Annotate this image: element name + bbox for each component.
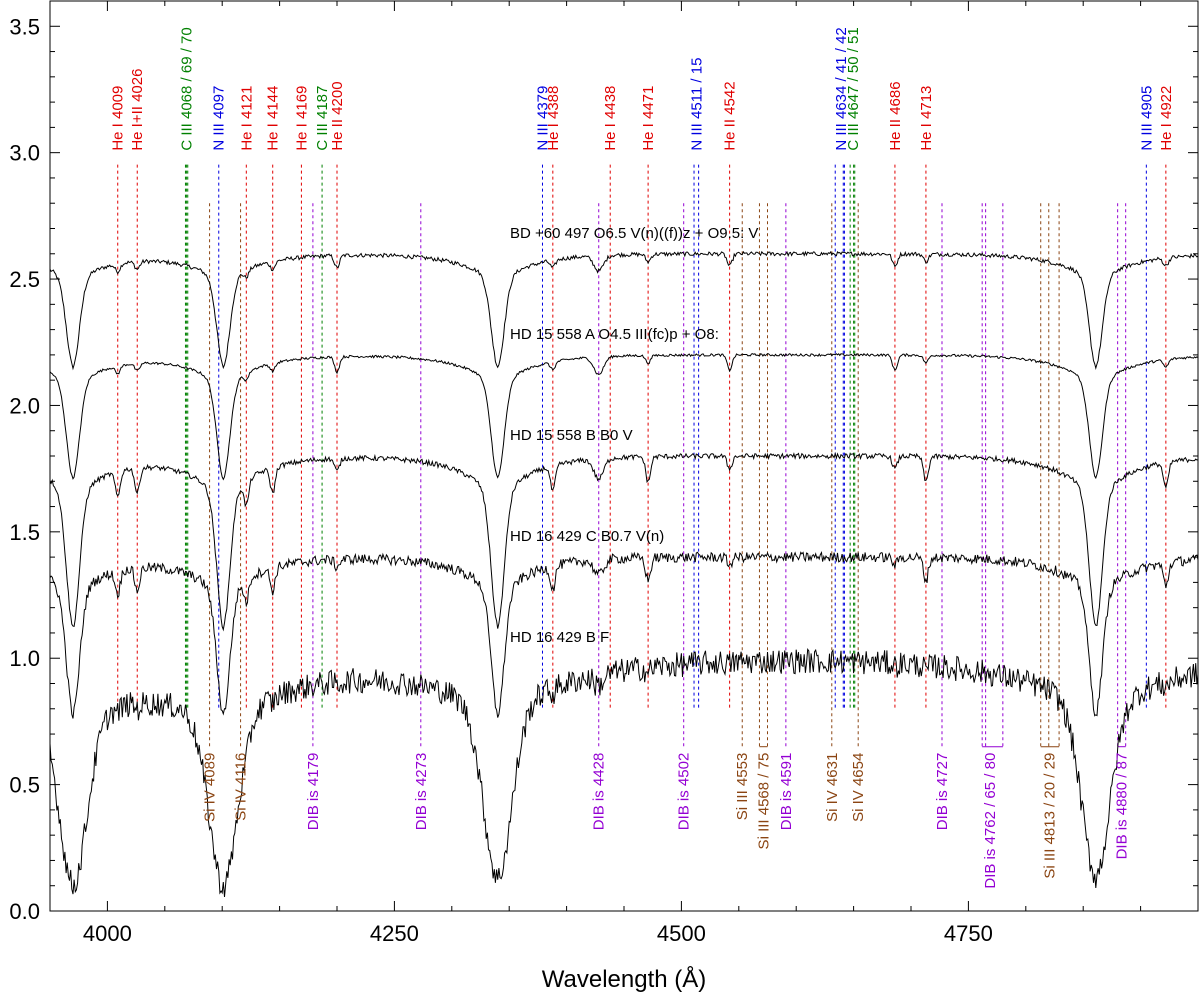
spectrum-label: HD 15 558 A O4.5 III(fc)p + O8: [510, 326, 719, 343]
line-id-label: Si III 4553 [734, 753, 751, 821]
spectrum-line [49, 551, 1199, 719]
spectrum-label: HD 16 429 C B0.7 V(n) [510, 528, 664, 545]
line-id-label: N III 4379 [534, 86, 551, 151]
line-id-label: N III 4905 [1138, 86, 1155, 151]
line-id-label: C III 4068 / 69 / 70 [179, 27, 196, 150]
line-id-label: He I 4471 [640, 86, 657, 151]
x-axis-title: Wavelength (Å) [542, 965, 707, 993]
y-tick-label: 1.0 [9, 646, 40, 671]
line-id-label: Si III 4813 / 20 / 29 [1042, 753, 1059, 879]
spectrum-label: HD 15 558 B B0 V [510, 427, 633, 444]
spectrum-label: HD 16 429 B F [510, 629, 609, 646]
line-id-label: Si III 4568 / 75 [755, 753, 772, 850]
line-id-label: N III 4634 / 41 / 42 [833, 27, 850, 150]
x-tick-label: 4750 [944, 921, 993, 946]
line-id-label: N III 4511 / 15 [688, 58, 705, 151]
spectrum-label: BD +60 497 O6.5 V(n)((f))z + O9.5: V [510, 225, 758, 242]
line-id-label: Si IV 4116 [233, 753, 250, 821]
line-id-label: He I 4713 [918, 86, 935, 151]
line-id-label: C III 4187 [314, 86, 331, 151]
line-id-label: He II 4542 [722, 81, 739, 150]
line-id-label: He I 4388 [545, 86, 562, 151]
line-markers [117, 164, 1167, 748]
line-id-label: Si IV 4089 [202, 753, 219, 822]
line-id-label: DIB is 4179 [305, 753, 322, 831]
line-id-label: DIB is 4727 [934, 753, 951, 831]
line-id-label: He I 4169 [293, 86, 310, 151]
x-tick-label: 4250 [370, 921, 419, 946]
line-id-label: DIB is 4591 [778, 753, 795, 831]
spectrum-line [49, 451, 1199, 632]
spectrum-line [49, 250, 1199, 371]
y-tick-label: 3.0 [9, 141, 40, 166]
line-id-label: He I 4121 [238, 86, 255, 151]
line-id-label: DIB is 4273 [413, 753, 430, 831]
line-id-label: He I 4922 [1158, 86, 1175, 151]
line-id-label: He I+II 4026 [129, 69, 146, 151]
line-id-label: He II 4200 [329, 81, 346, 150]
line-id-label: He I 4438 [602, 86, 619, 151]
y-tick-label: 3.5 [9, 14, 40, 39]
line-id-label: Si IV 4631 [824, 753, 841, 822]
line-id-label: DIB is 4502 [676, 753, 693, 831]
line-labels: BD +60 497 O6.5 V(n)((f))z + O9.5: V HD 1… [110, 27, 1175, 888]
line-id-label: He I 4144 [265, 86, 282, 151]
x-tick-label: 4500 [657, 921, 706, 946]
line-id-label: DIB is 4428 [591, 753, 608, 831]
spectra [49, 250, 1199, 897]
line-id-label: C III 4647 / 50 / 51 [845, 27, 862, 150]
y-tick-label: 0.0 [9, 899, 40, 924]
line-id-label: He I 4009 [110, 86, 127, 151]
y-tick-label: 2.0 [9, 393, 40, 418]
spectrum-line [49, 352, 1199, 481]
y-tick-label: 1.5 [9, 520, 40, 545]
line-id-label: He II 4686 [887, 81, 904, 150]
line-id-label: DIB is 4880 / 87 [1114, 753, 1131, 860]
line-id-label: DIB is 4762 / 65 / 80 [982, 753, 999, 889]
axes: 4000 4250 4500 4750 0.0 0.5 1.0 1.5 2.0 2.5 3.0 3.5 [9, 1, 1199, 946]
x-tick-label: 4000 [83, 921, 132, 946]
line-id-label: N III 4097 [211, 86, 228, 151]
line-id-label: Si IV 4654 [850, 753, 867, 822]
spectrum-line [49, 648, 1199, 897]
y-tick-label: 0.5 [9, 773, 40, 798]
y-tick-label: 2.5 [9, 267, 40, 292]
